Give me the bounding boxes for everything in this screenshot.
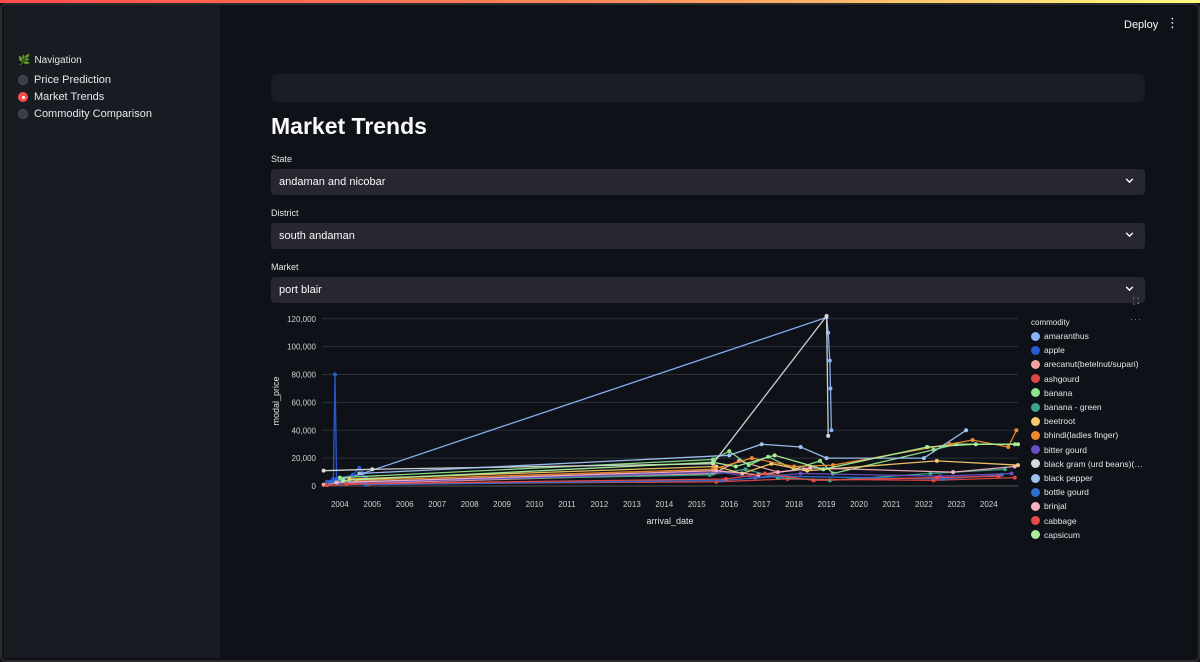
legend-item[interactable]: arecanut(betelnut/supari) bbox=[1031, 359, 1139, 369]
legend-item[interactable]: capsicum bbox=[1031, 530, 1080, 540]
legend-label: black gram (urd beans)(… bbox=[1044, 458, 1143, 469]
chevron-down-icon bbox=[1125, 178, 1134, 184]
legend-item[interactable]: beetroot bbox=[1031, 416, 1075, 426]
legend-item[interactable]: brinjal bbox=[1031, 501, 1067, 511]
app-frame bbox=[0, 3, 1200, 662]
radio-icon[interactable] bbox=[18, 75, 28, 85]
sidebar-title: 🌿 Navigation bbox=[18, 55, 82, 66]
legend-title: commodity bbox=[1031, 318, 1070, 327]
legend-item[interactable]: apple bbox=[1031, 345, 1065, 355]
state-select[interactable]: andaman and nicobar bbox=[271, 169, 1145, 195]
legend-marker-icon bbox=[1031, 331, 1040, 341]
legend-marker-icon bbox=[1031, 487, 1040, 497]
nav-option-commodity-comparison[interactable]: Commodity Comparison bbox=[18, 108, 152, 120]
legend-label: black pepper bbox=[1044, 473, 1093, 483]
legend-marker-icon bbox=[1031, 345, 1040, 355]
legend-marker-icon bbox=[1031, 516, 1040, 526]
district-select-value: south andaman bbox=[279, 230, 355, 242]
legend-item[interactable]: black gram (urd beans)(… bbox=[1031, 459, 1143, 469]
legend-marker-icon bbox=[1031, 374, 1040, 384]
legend-marker-icon bbox=[1031, 359, 1040, 369]
legend-marker-icon bbox=[1031, 402, 1040, 412]
state-select-value: andaman and nicobar bbox=[279, 176, 386, 188]
legend-item[interactable]: black pepper bbox=[1031, 473, 1093, 483]
legend-label: beetroot bbox=[1044, 416, 1076, 427]
legend-marker-icon bbox=[1031, 501, 1040, 511]
legend-item[interactable]: cabbage bbox=[1031, 516, 1077, 526]
sidebar: 🌿 Navigation Price Prediction Market Tre… bbox=[4, 5, 220, 658]
legend-item[interactable]: banana bbox=[1031, 388, 1072, 398]
nav-option-market-trends[interactable]: Market Trends bbox=[18, 91, 104, 103]
legend-marker-icon bbox=[1031, 416, 1040, 426]
state-label: State bbox=[271, 154, 293, 164]
radio-icon[interactable] bbox=[18, 109, 28, 119]
legend-label: ashgourd bbox=[1044, 373, 1080, 384]
legend-label: banana - green bbox=[1044, 402, 1102, 412]
legend-item[interactable]: banana - green bbox=[1031, 402, 1102, 412]
legend-marker-icon bbox=[1031, 530, 1040, 540]
district-label: District bbox=[271, 208, 299, 218]
main-menu-icon[interactable]: ⋮ bbox=[1166, 15, 1179, 30]
legend-item[interactable]: bhindi(ladies finger) bbox=[1031, 430, 1118, 440]
legend-label: banana bbox=[1044, 387, 1073, 398]
legend-marker-icon bbox=[1031, 445, 1040, 455]
legend-marker-icon bbox=[1031, 430, 1040, 440]
legend-label: capsicum bbox=[1044, 529, 1080, 540]
page-title: Market Trends bbox=[271, 113, 427, 139]
nav-option-label: Commodity Comparison bbox=[34, 108, 152, 120]
legend-label: apple bbox=[1044, 345, 1065, 356]
legend-item[interactable]: bitter gourd bbox=[1031, 445, 1087, 455]
legend-item[interactable]: ashgourd bbox=[1031, 374, 1079, 384]
chevron-down-icon bbox=[1125, 286, 1134, 292]
leaf-icon: 🌿 bbox=[18, 55, 31, 66]
legend-label: bhindi(ladies finger) bbox=[1044, 430, 1119, 441]
legend-label: cabbage bbox=[1044, 515, 1077, 526]
legend-marker-icon bbox=[1031, 388, 1040, 398]
legend-item[interactable]: bottle gourd bbox=[1031, 487, 1089, 497]
banner-placeholder bbox=[271, 74, 1145, 102]
radio-selected-icon[interactable] bbox=[18, 92, 28, 102]
fullscreen-icon[interactable]: ⛶ bbox=[1132, 296, 1140, 306]
top-accent-bar bbox=[0, 0, 1200, 3]
chevron-down-icon bbox=[1125, 232, 1134, 238]
legend-marker-icon bbox=[1031, 459, 1040, 469]
market-select-value: port blair bbox=[279, 284, 322, 296]
legend-label: bitter gourd bbox=[1044, 444, 1087, 455]
legend-marker-icon bbox=[1031, 473, 1040, 483]
nav-option-price-prediction[interactable]: Price Prediction bbox=[18, 74, 111, 86]
legend-label: brinjal bbox=[1044, 501, 1067, 512]
deploy-button[interactable]: Deploy bbox=[1124, 19, 1159, 31]
nav-option-label: Market Trends bbox=[34, 91, 105, 103]
district-select[interactable]: south andaman bbox=[271, 223, 1145, 249]
nav-option-label: Price Prediction bbox=[34, 74, 112, 86]
sidebar-title-text: Navigation bbox=[34, 55, 82, 66]
chart-modebar-icon[interactable]: ··· bbox=[1130, 314, 1142, 324]
market-select[interactable]: port blair bbox=[271, 277, 1145, 303]
legend-item[interactable]: amaranthus bbox=[1031, 331, 1089, 341]
legend-label: arecanut(betelnut/supari) bbox=[1044, 359, 1139, 370]
market-label: Market bbox=[271, 262, 299, 272]
legend-label: amaranthus bbox=[1044, 331, 1089, 341]
legend-label: bottle gourd bbox=[1044, 487, 1089, 498]
